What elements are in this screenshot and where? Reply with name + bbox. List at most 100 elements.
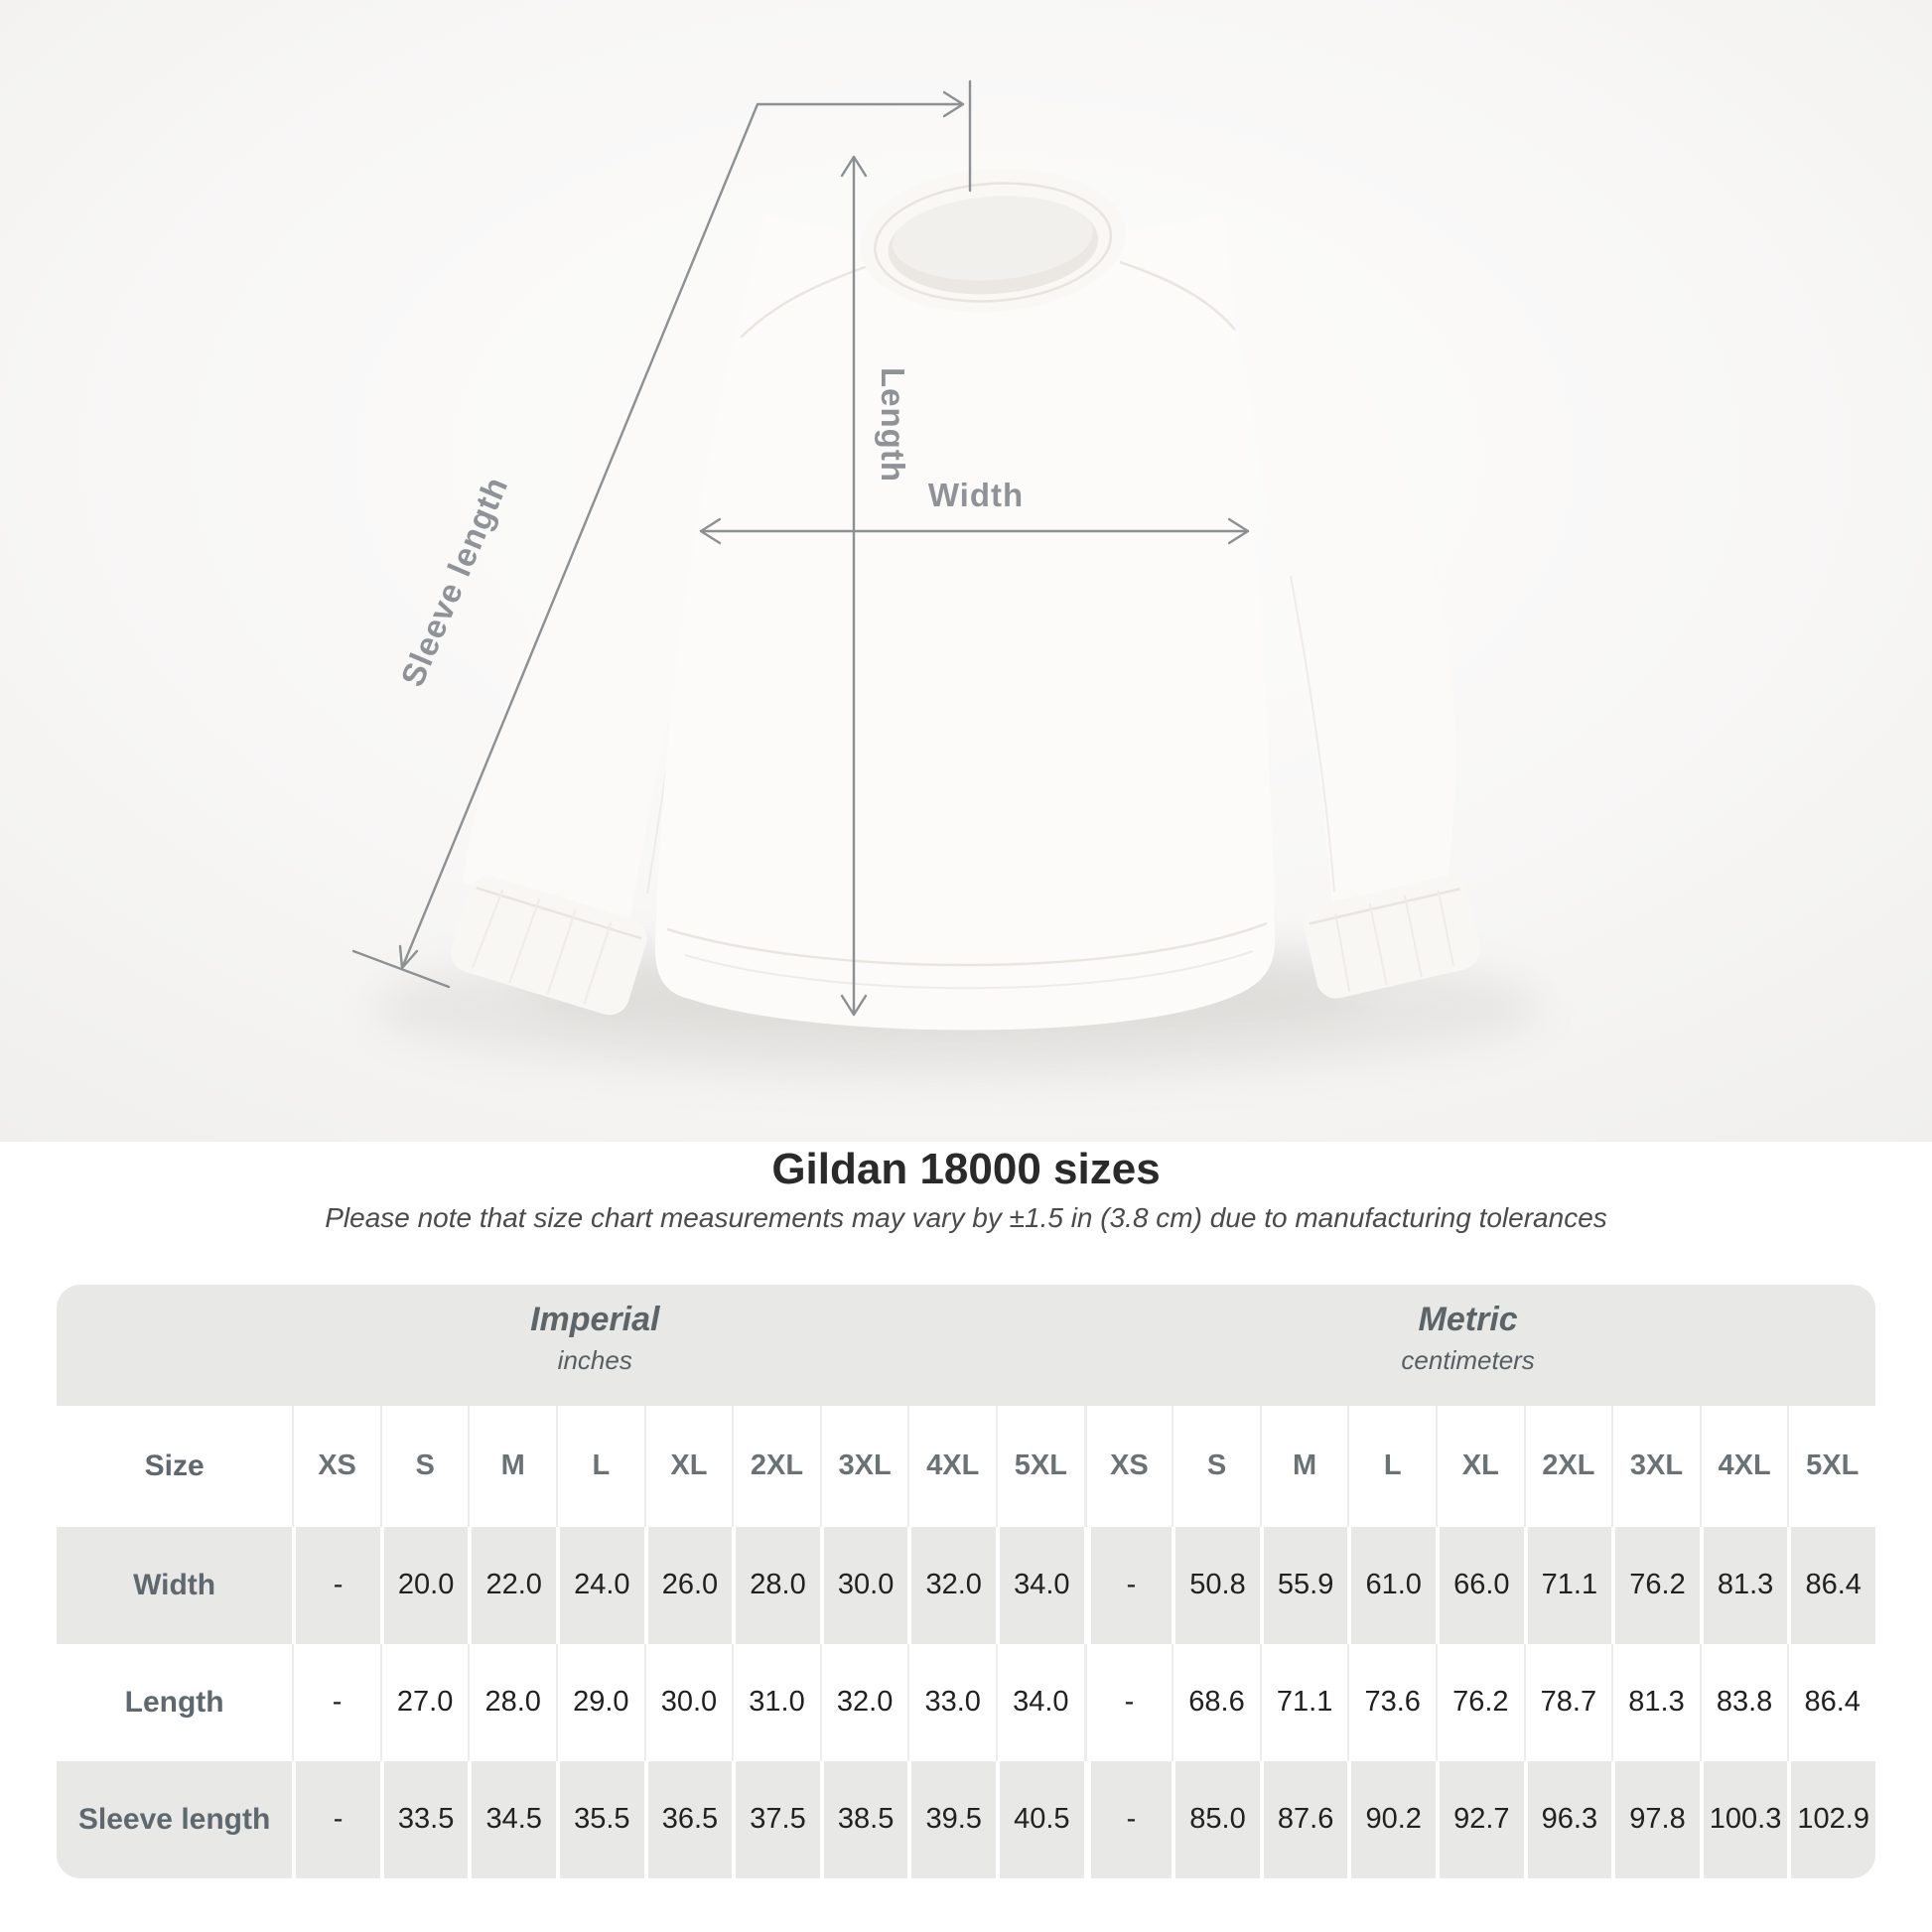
right-sleeve-seam <box>1290 575 1335 893</box>
sleeve-arrowhead-right <box>942 90 965 118</box>
table-row-width: Width -20.0 22.0 24.0 26.0 28.0 30.0 32.0 34.0-5… <box>57 1526 1875 1644</box>
value-width-imperial-m: 22.0 <box>468 1526 556 1644</box>
value-length-metric-4xl: 83.8 <box>1699 1643 1788 1761</box>
metric-group-header: Metric centimeters <box>1401 1301 1534 1375</box>
size-col-metric-5xl: 5XL <box>1787 1405 1875 1527</box>
left-sleeve <box>463 214 766 925</box>
size-header-cell: Size <box>144 1449 205 1482</box>
imperial-group-name: Imperial <box>530 1300 660 1338</box>
size-col-metric-m: M <box>1259 1405 1348 1527</box>
size-col-imperial-5xl: 5XL <box>996 1405 1084 1527</box>
length-arrowhead-top <box>840 155 868 178</box>
sweatshirt-size-diagram: Sleeve length Length Width <box>0 0 1932 1142</box>
value-sleeve-length-metric-xs: - <box>1083 1760 1173 1878</box>
value-width-metric-4xl: 81.3 <box>1699 1526 1788 1644</box>
size-header-row: Size XS S M L XL 2XL 3XL 4XL 5XL XS S M L XL 2XL 3XL 4XL 5… <box>57 1405 1875 1527</box>
width-dimension: Width <box>699 477 1250 545</box>
size-col-metric-3xl: 3XL <box>1611 1405 1700 1527</box>
value-sleeve-length-imperial-5xl: 40.5 <box>996 1760 1084 1878</box>
value-length-metric-m: 71.1 <box>1259 1643 1348 1761</box>
value-sleeve-length-imperial-4xl: 39.5 <box>907 1760 996 1878</box>
value-sleeve-length-metric-xl: 92.7 <box>1436 1760 1524 1878</box>
sweatshirt-graphic <box>451 168 1480 1031</box>
value-length-imperial-4xl: 33.0 <box>907 1643 996 1761</box>
table-row-length: Length -27.0 28.0 29.0 30.0 31.0 32.0 33.0 34.0-… <box>57 1643 1875 1761</box>
value-length-imperial-2xl: 31.0 <box>732 1643 820 1761</box>
metric-group-unit: centimeters <box>1401 1344 1535 1375</box>
size-col-imperial-2xl: 2XL <box>732 1405 820 1527</box>
value-width-metric-xs: - <box>1083 1526 1173 1644</box>
table-row-sleeve-length: Sleeve length - 33.5 34.5 35.5 36.5 37.5 38.5 39… <box>57 1760 1875 1878</box>
page-title: Gildan 18000 sizes <box>771 1145 1161 1193</box>
value-sleeve-length-metric-m: 87.6 <box>1259 1760 1348 1878</box>
metric-group-name: Metric <box>1418 1300 1518 1338</box>
width-arrowhead-left <box>699 517 722 545</box>
value-sleeve-length-imperial-xl: 36.5 <box>643 1760 733 1878</box>
value-sleeve-length-metric-s: 85.0 <box>1172 1760 1260 1878</box>
size-col-imperial-4xl: 4XL <box>907 1405 996 1527</box>
value-sleeve-length-imperial-m: 34.5 <box>468 1760 556 1878</box>
row-label-length: Length <box>124 1685 224 1719</box>
value-width-imperial-5xl: 34.0 <box>996 1526 1084 1644</box>
size-col-metric-l: L <box>1347 1405 1436 1527</box>
hem-ribbing-lower <box>684 950 1254 990</box>
tolerance-note: Please note that size chart measurements… <box>325 1201 1607 1233</box>
value-width-metric-s: 50.8 <box>1172 1526 1260 1644</box>
length-dimension: Length <box>840 155 911 1017</box>
value-sleeve-length-imperial-l: 35.5 <box>556 1760 644 1878</box>
left-shoulder-seam <box>740 264 869 339</box>
value-length-metric-5xl: 86.4 <box>1787 1643 1875 1761</box>
value-width-imperial-s: 20.0 <box>379 1526 469 1644</box>
width-arrowhead-right <box>1227 517 1250 545</box>
value-width-imperial-2xl: 28.0 <box>732 1526 820 1644</box>
value-length-imperial-m: 28.0 <box>468 1643 556 1761</box>
size-col-imperial-m: M <box>468 1405 556 1527</box>
value-sleeve-length-metric-3xl: 97.8 <box>1611 1760 1700 1878</box>
right-shoulder-seam <box>1119 260 1236 331</box>
value-width-metric-l: 61.0 <box>1347 1526 1436 1644</box>
value-width-metric-m: 55.9 <box>1259 1526 1348 1644</box>
size-col-metric-2xl: 2XL <box>1523 1405 1612 1527</box>
value-length-imperial-3xl: 32.0 <box>819 1643 908 1761</box>
value-length-metric-xs: - <box>1083 1643 1173 1761</box>
imperial-group-header: Imperial inches <box>530 1301 659 1375</box>
value-length-imperial-s: 27.0 <box>379 1643 469 1761</box>
value-width-imperial-l: 24.0 <box>556 1526 644 1644</box>
unit-group-band: Imperial inches Metric centimeters <box>57 1284 1875 1406</box>
right-sleeve <box>1223 212 1455 913</box>
size-col-imperial-l: L <box>556 1405 644 1527</box>
value-sleeve-length-imperial-2xl: 37.5 <box>732 1760 820 1878</box>
value-length-imperial-5xl: 34.0 <box>996 1643 1084 1761</box>
size-col-metric-4xl: 4XL <box>1699 1405 1788 1527</box>
value-length-imperial-xl: 30.0 <box>643 1643 733 1761</box>
value-sleeve-length-metric-2xl: 96.3 <box>1523 1760 1612 1878</box>
value-width-imperial-xl: 26.0 <box>643 1526 733 1644</box>
value-length-imperial-l: 29.0 <box>556 1643 644 1761</box>
imperial-group-unit: inches <box>557 1344 632 1375</box>
sleeve-end-tick <box>351 949 451 989</box>
value-length-metric-xl: 76.2 <box>1436 1643 1524 1761</box>
value-sleeve-length-imperial-3xl: 38.5 <box>819 1760 908 1878</box>
value-width-imperial-xs: - <box>292 1526 380 1644</box>
body-panel <box>654 212 1276 1031</box>
value-length-metric-3xl: 81.3 <box>1611 1643 1700 1761</box>
collar <box>860 168 1126 313</box>
size-col-metric-xs: XS <box>1083 1405 1173 1527</box>
row-label-sleeve-length: Sleeve length <box>77 1802 271 1836</box>
sweatshirt-figure: Sleeve length Length Width <box>0 0 1932 1142</box>
value-width-metric-xl: 66.0 <box>1436 1526 1524 1644</box>
size-col-metric-xl: XL <box>1436 1405 1524 1527</box>
width-label: Width <box>928 477 1024 513</box>
value-length-imperial-xs: - <box>292 1643 380 1761</box>
value-sleeve-length-metric-5xl: 102.9 <box>1787 1760 1875 1878</box>
sleeve-length-line <box>400 102 965 970</box>
size-col-metric-s: S <box>1172 1405 1260 1527</box>
value-sleeve-length-imperial-s: 33.5 <box>379 1760 469 1878</box>
value-width-metric-3xl: 76.2 <box>1611 1526 1700 1644</box>
size-col-imperial-3xl: 3XL <box>819 1405 908 1527</box>
row-label-width: Width <box>133 1568 216 1601</box>
value-width-imperial-3xl: 30.0 <box>819 1526 908 1644</box>
value-sleeve-length-metric-l: 90.2 <box>1347 1760 1436 1878</box>
value-width-metric-2xl: 71.1 <box>1523 1526 1612 1644</box>
